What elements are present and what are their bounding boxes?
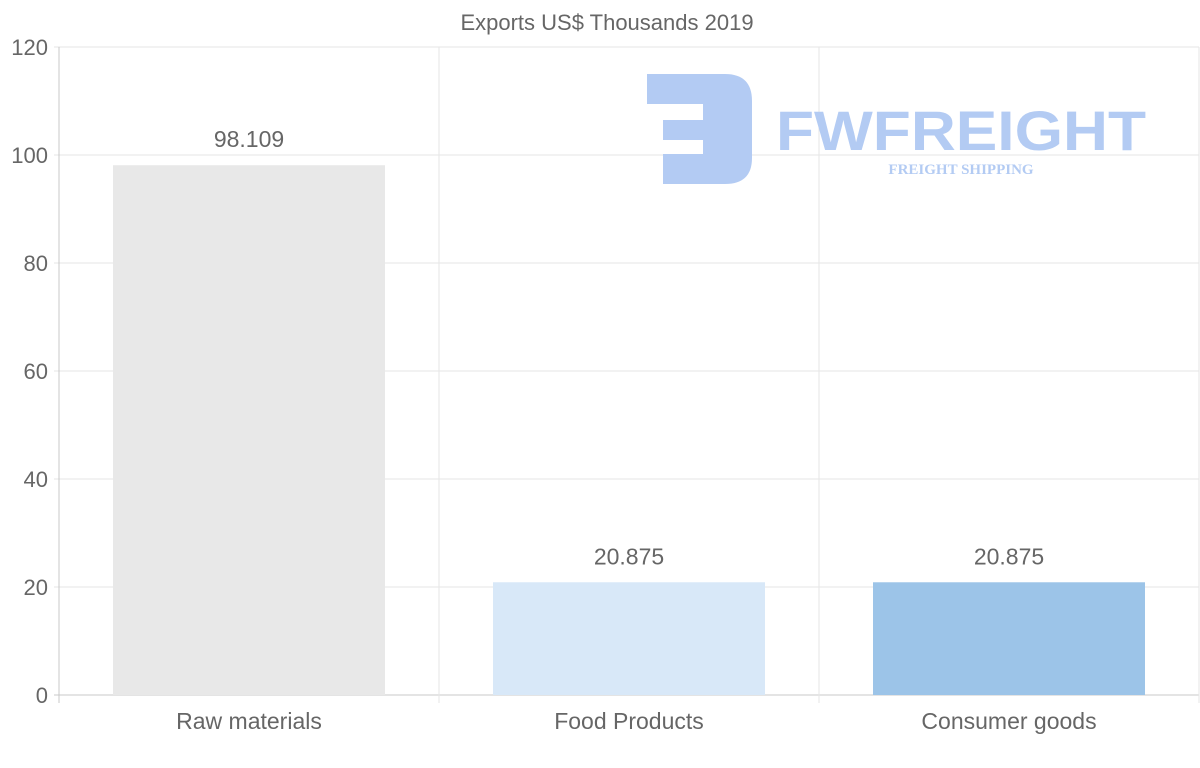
logo-mark-icon [647,74,752,184]
y-tick-label: 40 [24,467,48,492]
logo-brand-text: FWFREIGHT [776,99,1146,162]
y-tick-label: 120 [11,35,48,60]
y-tick-label: 20 [24,575,48,600]
logo-tagline-text: FREIGHT SHIPPING [888,162,1033,178]
data-labels: 98.109 20.875 20.875 [214,126,1044,569]
y-tick-label: 80 [24,251,48,276]
bar [493,582,765,695]
x-tick-label: Raw materials [176,708,322,734]
data-label: 98.109 [214,126,284,152]
bar [873,582,1145,695]
x-tick-label: Consumer goods [921,708,1096,734]
data-label: 20.875 [594,543,664,569]
axes: 0 20 40 60 80 100 120 Raw materials Food Product… [11,35,1096,734]
bar [113,165,385,695]
data-label: 20.875 [974,543,1044,569]
bars [113,165,1145,695]
y-tick-label: 60 [24,359,48,384]
x-tick-label: Food Products [554,708,704,734]
y-tick-label: 100 [11,143,48,168]
fwfreight-logo-watermark: FWFREIGHT FREIGHT SHIPPING [647,74,1146,184]
y-tick-label: 0 [36,683,48,708]
chart-title: Exports US$ Thousands 2019 [460,10,753,35]
